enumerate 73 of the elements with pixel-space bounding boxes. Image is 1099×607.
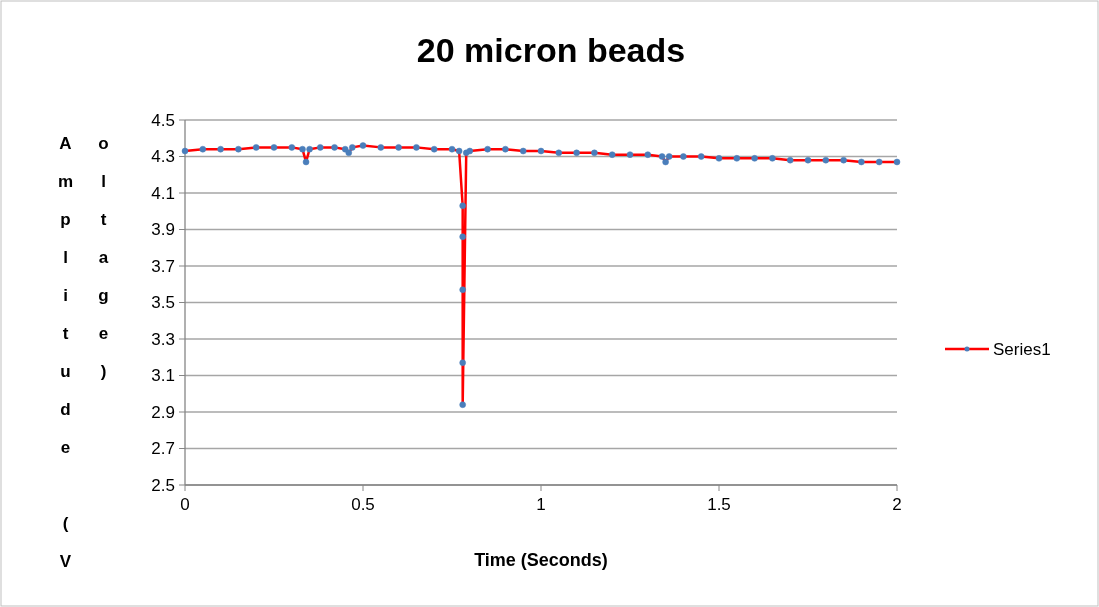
point: [697, 153, 705, 160]
point: [459, 286, 466, 293]
point: [804, 156, 812, 164]
y-tick-label: 4.5: [151, 110, 175, 130]
legend-label: Series1: [993, 339, 1051, 359]
x-tick-label: 0: [180, 495, 190, 514]
point: [270, 144, 278, 151]
y-tick-label: 2.9: [151, 402, 175, 422]
point: [591, 149, 598, 157]
point: [466, 147, 474, 155]
point: [662, 158, 669, 166]
x-tick-label: 2: [892, 495, 902, 514]
point: [644, 151, 652, 158]
y-tick-label: 3.5: [151, 293, 175, 312]
point: [519, 147, 527, 155]
point: [345, 149, 353, 157]
point: [299, 145, 306, 153]
point: [658, 153, 666, 160]
y-axis-title: Amplitude (Voltage): [55, 134, 114, 592]
point: [484, 145, 491, 153]
point: [331, 144, 338, 151]
y-tick-label: 3.9: [151, 220, 175, 239]
point: [459, 202, 466, 210]
point: [733, 155, 741, 162]
point: [459, 401, 466, 408]
point: [626, 151, 634, 158]
point: [430, 145, 438, 153]
point: [786, 156, 794, 164]
point: [288, 144, 296, 151]
point: [608, 151, 616, 158]
point: [665, 153, 673, 160]
point: [302, 158, 310, 166]
point: [840, 156, 847, 164]
point: [217, 145, 224, 153]
y-tick-label: 3.7: [151, 256, 175, 276]
y-tick-label: 3.1: [151, 366, 175, 385]
point: [858, 158, 865, 166]
point: [448, 145, 456, 153]
point: [875, 158, 883, 166]
y-tick-label: 4.3: [151, 147, 175, 166]
y-tick-label: 2.5: [151, 475, 175, 495]
point: [769, 155, 776, 162]
point: [459, 233, 466, 241]
point: [715, 155, 723, 162]
x-tick-label: 0.5: [351, 495, 375, 514]
point: [317, 144, 324, 151]
point: [306, 145, 313, 153]
point: [181, 147, 189, 155]
point: [252, 144, 260, 151]
x-axis-title: Time (Seconds): [474, 550, 608, 570]
x-tick-label: 1.5: [707, 495, 731, 514]
point: [235, 145, 242, 153]
point: [502, 145, 509, 153]
point: [822, 156, 830, 164]
point: [680, 153, 687, 160]
point: [413, 144, 420, 151]
point: [349, 144, 356, 151]
y-tick-label: 2.7: [151, 439, 175, 458]
x-tick-label: 1: [536, 495, 546, 514]
y-tick-label: 4.1: [151, 183, 175, 203]
point: [377, 144, 385, 151]
point: [455, 147, 463, 155]
point: [359, 142, 367, 149]
point: [893, 158, 901, 166]
point: [751, 155, 758, 162]
chart-title: 20 micron beads: [416, 31, 686, 69]
point: [459, 359, 466, 366]
point: [537, 147, 545, 155]
point: [555, 149, 563, 157]
point: [395, 144, 402, 151]
point: [573, 149, 580, 157]
y-tick-label: 3.3: [151, 329, 175, 349]
point: [199, 145, 207, 153]
